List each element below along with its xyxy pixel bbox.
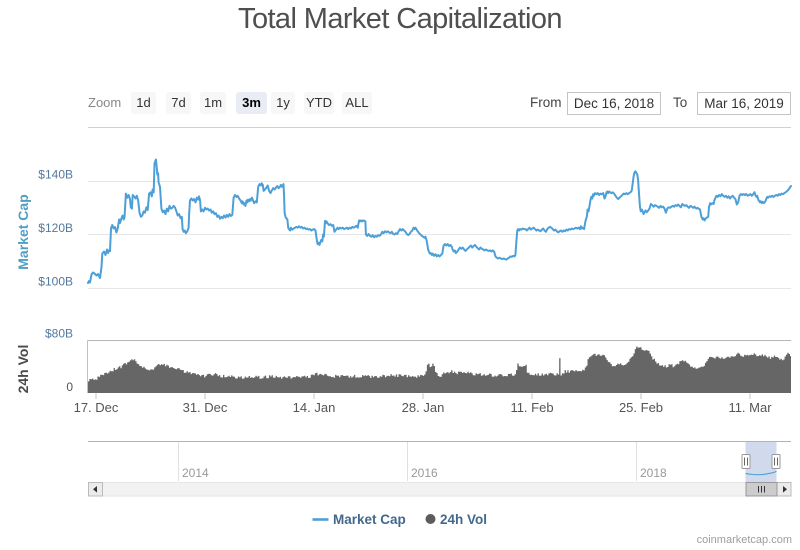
svg-text:0: 0: [66, 380, 73, 394]
svg-text:2014: 2014: [182, 466, 209, 480]
svg-text:28. Jan: 28. Jan: [402, 400, 445, 415]
svg-text:31. Dec: 31. Dec: [183, 400, 228, 415]
svg-text:11. Feb: 11. Feb: [510, 400, 553, 415]
svg-text:$80B: $80B: [45, 327, 73, 341]
svg-text:11. Mar: 11. Mar: [728, 400, 772, 415]
svg-text:17. Dec: 17. Dec: [74, 400, 119, 415]
svg-text:2018: 2018: [640, 466, 667, 480]
svg-text:Market Cap: Market Cap: [15, 194, 31, 269]
svg-text:25. Feb: 25. Feb: [619, 400, 663, 415]
svg-text:24h Vol: 24h Vol: [15, 345, 31, 394]
svg-text:24h Vol: 24h Vol: [440, 512, 487, 527]
svg-text:$100B: $100B: [38, 275, 73, 289]
svg-text:14. Jan: 14. Jan: [293, 400, 336, 415]
svg-text:2016: 2016: [411, 466, 438, 480]
svg-text:coinmarketcap.com: coinmarketcap.com: [697, 534, 792, 546]
svg-text:$140B: $140B: [38, 168, 73, 182]
svg-text:$120B: $120B: [38, 221, 73, 235]
svg-text:Market Cap: Market Cap: [333, 512, 406, 527]
